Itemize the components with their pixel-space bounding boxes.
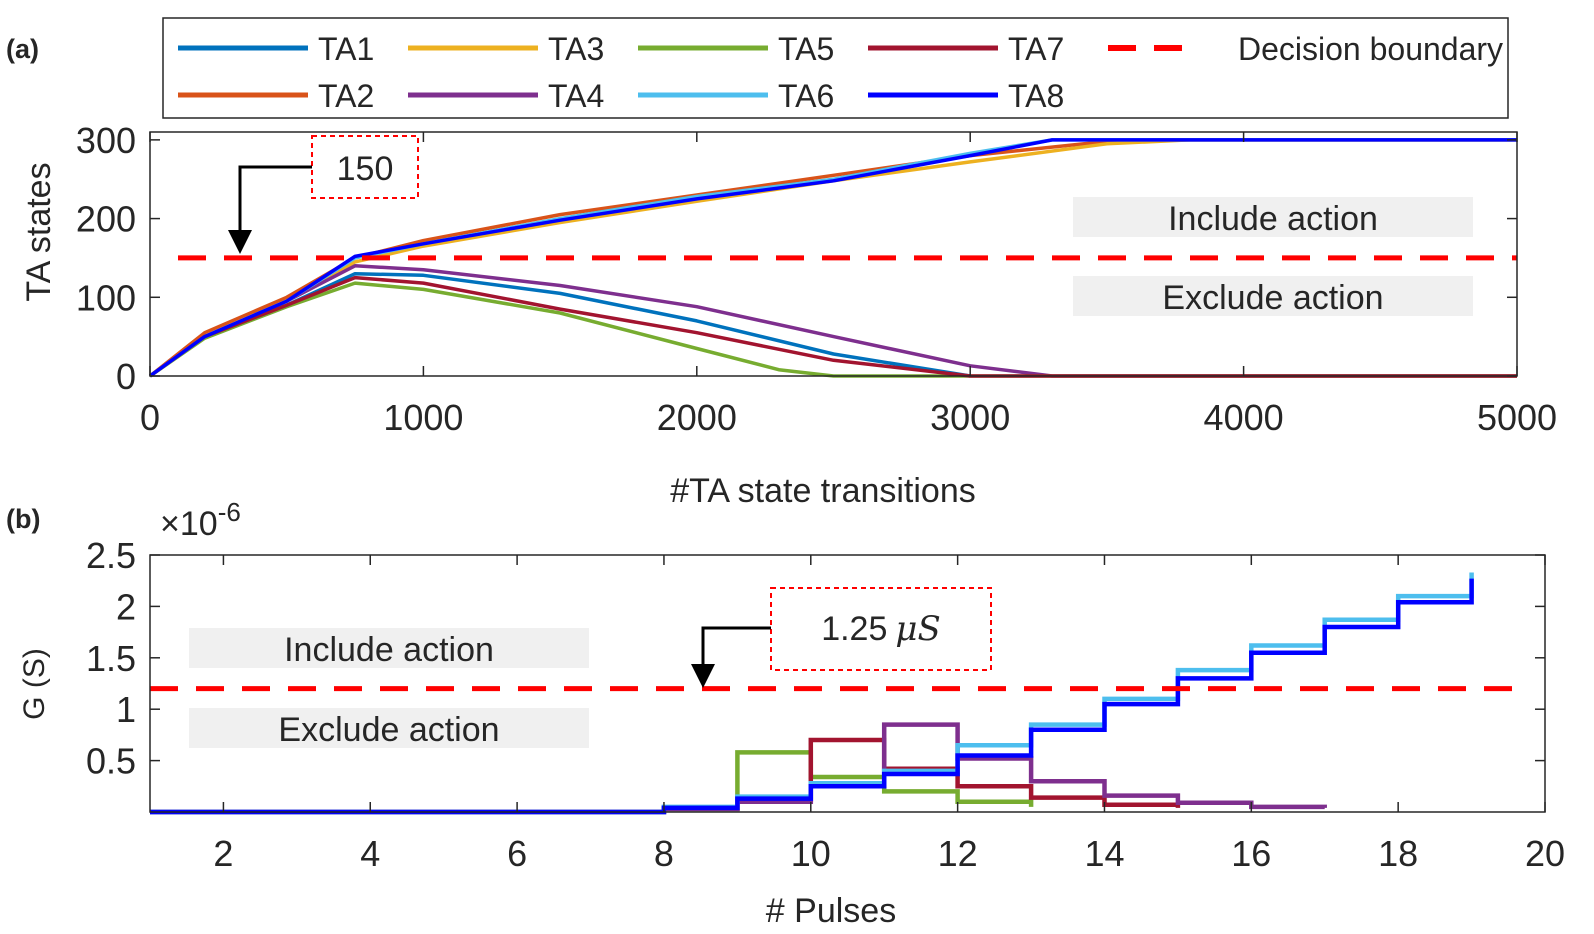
y-tick-label-b: 1.5: [86, 638, 136, 679]
include-label-a: Include action: [1168, 200, 1378, 238]
annotation-arrow-line-a: [238, 165, 312, 238]
x-tick-label-b: 6: [507, 833, 527, 874]
include-label-b: Include action: [284, 631, 494, 669]
include-region-box-a: [1073, 197, 1473, 237]
legend-label-ta5: TA5: [778, 31, 834, 67]
x-tick-label-a: 1000: [383, 397, 463, 438]
x-tick-label-b: 8: [654, 833, 674, 874]
panel-label-b: (b): [6, 504, 40, 534]
annotation-arrow-head-a: [228, 230, 252, 254]
y-multiplier-exponent-b: -6: [218, 497, 241, 527]
legend-label-ta6: TA6: [778, 78, 834, 114]
panel-label-a: (a): [6, 34, 39, 64]
panel-b: Include action Exclude action 1.25 μS 2 4 6…: [18, 497, 1565, 930]
x-tick-label-b: 12: [938, 833, 978, 874]
legend: TA1 TA3 TA5 TA7 Decision boundary TA2 TA4 TA6 TA…: [178, 31, 1503, 114]
annotation-arrow-head-b: [691, 664, 715, 688]
y-tick-label-a: 300: [76, 120, 136, 161]
x-tick-label-a: 2000: [657, 397, 737, 438]
x-tick-label-a: 0: [140, 397, 160, 438]
annotation-box-b: [770, 587, 992, 671]
y-axis-label-a: TA states: [20, 162, 58, 301]
series-line-a-ta7: [148, 275, 1517, 378]
x-axis-label-b: # Pulses: [766, 892, 896, 929]
x-axis-label-a: #TA state transitions: [670, 472, 976, 510]
annotation-arrow-line-b: [701, 626, 771, 670]
legend-box: [162, 17, 1509, 119]
legend-label-ta7: TA7: [1008, 31, 1064, 67]
legend-label-ta1: TA1: [318, 31, 374, 67]
annotation-b: 1.25 μS: [821, 609, 941, 649]
y-tick-label-b: 2: [116, 586, 136, 627]
exclude-region-box-b: [189, 708, 589, 748]
annotation-a: 150: [337, 150, 394, 188]
series-line-b-ta8: [150, 578, 1474, 815]
y-tick-label-b: 1: [116, 689, 136, 730]
plot-frame-b: [149, 554, 1546, 813]
annotation-number-b: 1.25: [821, 610, 887, 648]
y-tick-label-a: 200: [76, 199, 136, 240]
x-tick-label-a: 5000: [1477, 397, 1557, 438]
legend-label-ta3: TA3: [548, 31, 604, 67]
x-tick-label-b: 16: [1231, 833, 1271, 874]
y-tick-label-b: 2.5: [86, 535, 136, 576]
y-axis-label-b: G (S): [18, 648, 51, 720]
legend-label-ta2: TA2: [318, 78, 374, 114]
legend-label-ta4: TA4: [548, 78, 604, 114]
annotation-box-a: [311, 135, 419, 199]
series-line-a-ta8: [148, 138, 1517, 378]
series-group-b: [150, 572, 1474, 815]
y-multiplier-b: ×10-6: [160, 497, 241, 543]
exclude-label-b: Exclude action: [278, 711, 499, 749]
y-tick-label-b: 0.5: [86, 741, 136, 782]
series-group-a: [148, 138, 1517, 378]
exclude-region-box-a: [1073, 276, 1473, 316]
legend-label-ta8: TA8: [1008, 78, 1064, 114]
y-tick-label-a: 100: [76, 277, 136, 318]
x-tick-label-b: 18: [1378, 833, 1418, 874]
x-tick-label-b: 10: [791, 833, 831, 874]
exclude-label-a: Exclude action: [1162, 279, 1383, 317]
include-region-box-b: [189, 628, 589, 668]
annotation-unit-b: μS: [895, 609, 940, 649]
x-tick-label-b: 14: [1084, 833, 1124, 874]
x-tick-label-b: 20: [1525, 833, 1565, 874]
y-multiplier-base-b: ×10: [160, 505, 218, 543]
x-tick-label-a: 3000: [930, 397, 1010, 438]
legend-label-decision-boundary: Decision boundary: [1238, 31, 1503, 67]
y-tick-label-a: 0: [116, 356, 136, 397]
ticks-b: 2 4 6 8 10 12 14 16 18 20 0.5 1 1.5 2 2.5: [86, 535, 1565, 874]
x-tick-label-a: 4000: [1204, 397, 1284, 438]
panel-a: Include action Exclude action 150 0 1000 2…: [20, 120, 1557, 510]
ticks-a: 0 1000 2000 3000 4000 5000 0 100 200 300: [76, 120, 1557, 438]
x-tick-label-b: 2: [213, 833, 233, 874]
plot-frame-a: [149, 131, 1518, 377]
x-tick-label-b: 4: [360, 833, 380, 874]
